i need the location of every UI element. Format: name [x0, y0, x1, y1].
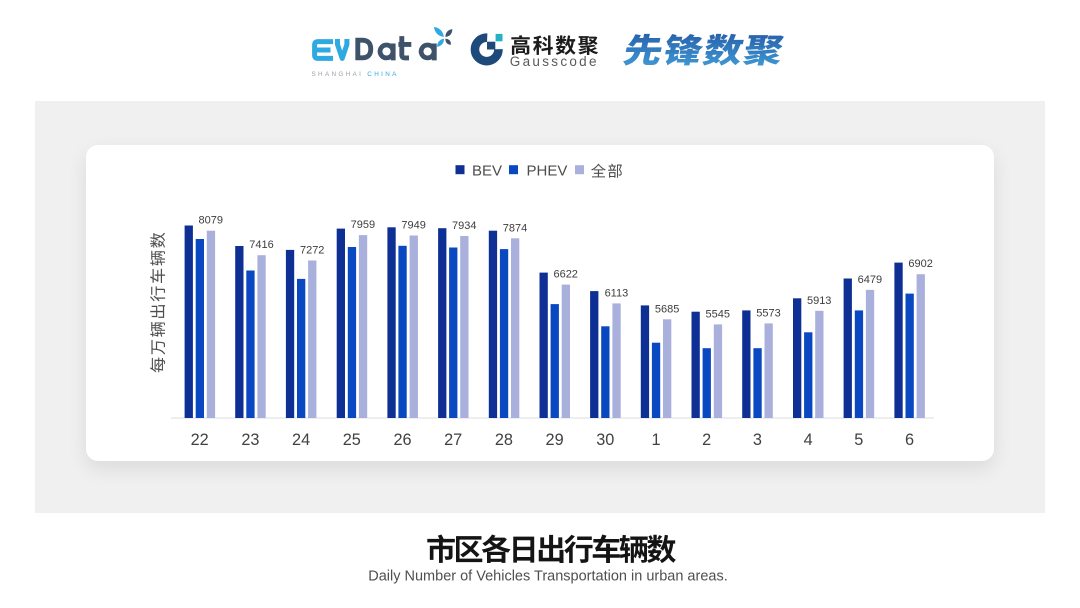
svg-text:4: 4 — [804, 431, 813, 449]
svg-text:7959: 7959 — [351, 219, 375, 231]
svg-text:6479: 6479 — [858, 274, 882, 286]
svg-text:8079: 8079 — [199, 215, 223, 227]
svg-text:7949: 7949 — [401, 220, 425, 232]
svg-text:29: 29 — [546, 431, 564, 449]
svg-text:7874: 7874 — [503, 222, 527, 234]
svg-text:30: 30 — [596, 431, 614, 449]
svg-text:7416: 7416 — [249, 239, 273, 251]
svg-text:22: 22 — [191, 431, 209, 449]
svg-text:5545: 5545 — [706, 308, 730, 320]
svg-text:5573: 5573 — [756, 307, 780, 319]
svg-text:6: 6 — [905, 431, 914, 449]
svg-text:5913: 5913 — [807, 295, 831, 307]
svg-text:7934: 7934 — [452, 220, 476, 232]
svg-text:6622: 6622 — [553, 269, 577, 281]
svg-text:5685: 5685 — [655, 303, 679, 315]
svg-text:2: 2 — [702, 431, 711, 449]
svg-text:24: 24 — [292, 431, 310, 449]
svg-text:SHANGHAI CHINA: SHANGHAI CHINA — [312, 71, 399, 78]
svg-text:6113: 6113 — [605, 287, 629, 299]
svg-text:Gausscode: Gausscode — [510, 54, 599, 69]
svg-text:Daily Number of Vehicles Trans: Daily Number of Vehicles Transportation … — [368, 569, 727, 585]
svg-text:26: 26 — [393, 431, 411, 449]
svg-text:3: 3 — [753, 431, 762, 449]
svg-text:6902: 6902 — [908, 258, 932, 270]
svg-text:23: 23 — [241, 431, 259, 449]
svg-text:5: 5 — [854, 431, 863, 449]
svg-text:27: 27 — [444, 431, 462, 449]
svg-text:25: 25 — [343, 431, 361, 449]
svg-text:PHEV: PHEV — [527, 162, 568, 179]
svg-text:28: 28 — [495, 431, 513, 449]
svg-text:1: 1 — [651, 431, 660, 449]
svg-text:7272: 7272 — [300, 245, 324, 257]
svg-text:BEV: BEV — [472, 162, 502, 179]
